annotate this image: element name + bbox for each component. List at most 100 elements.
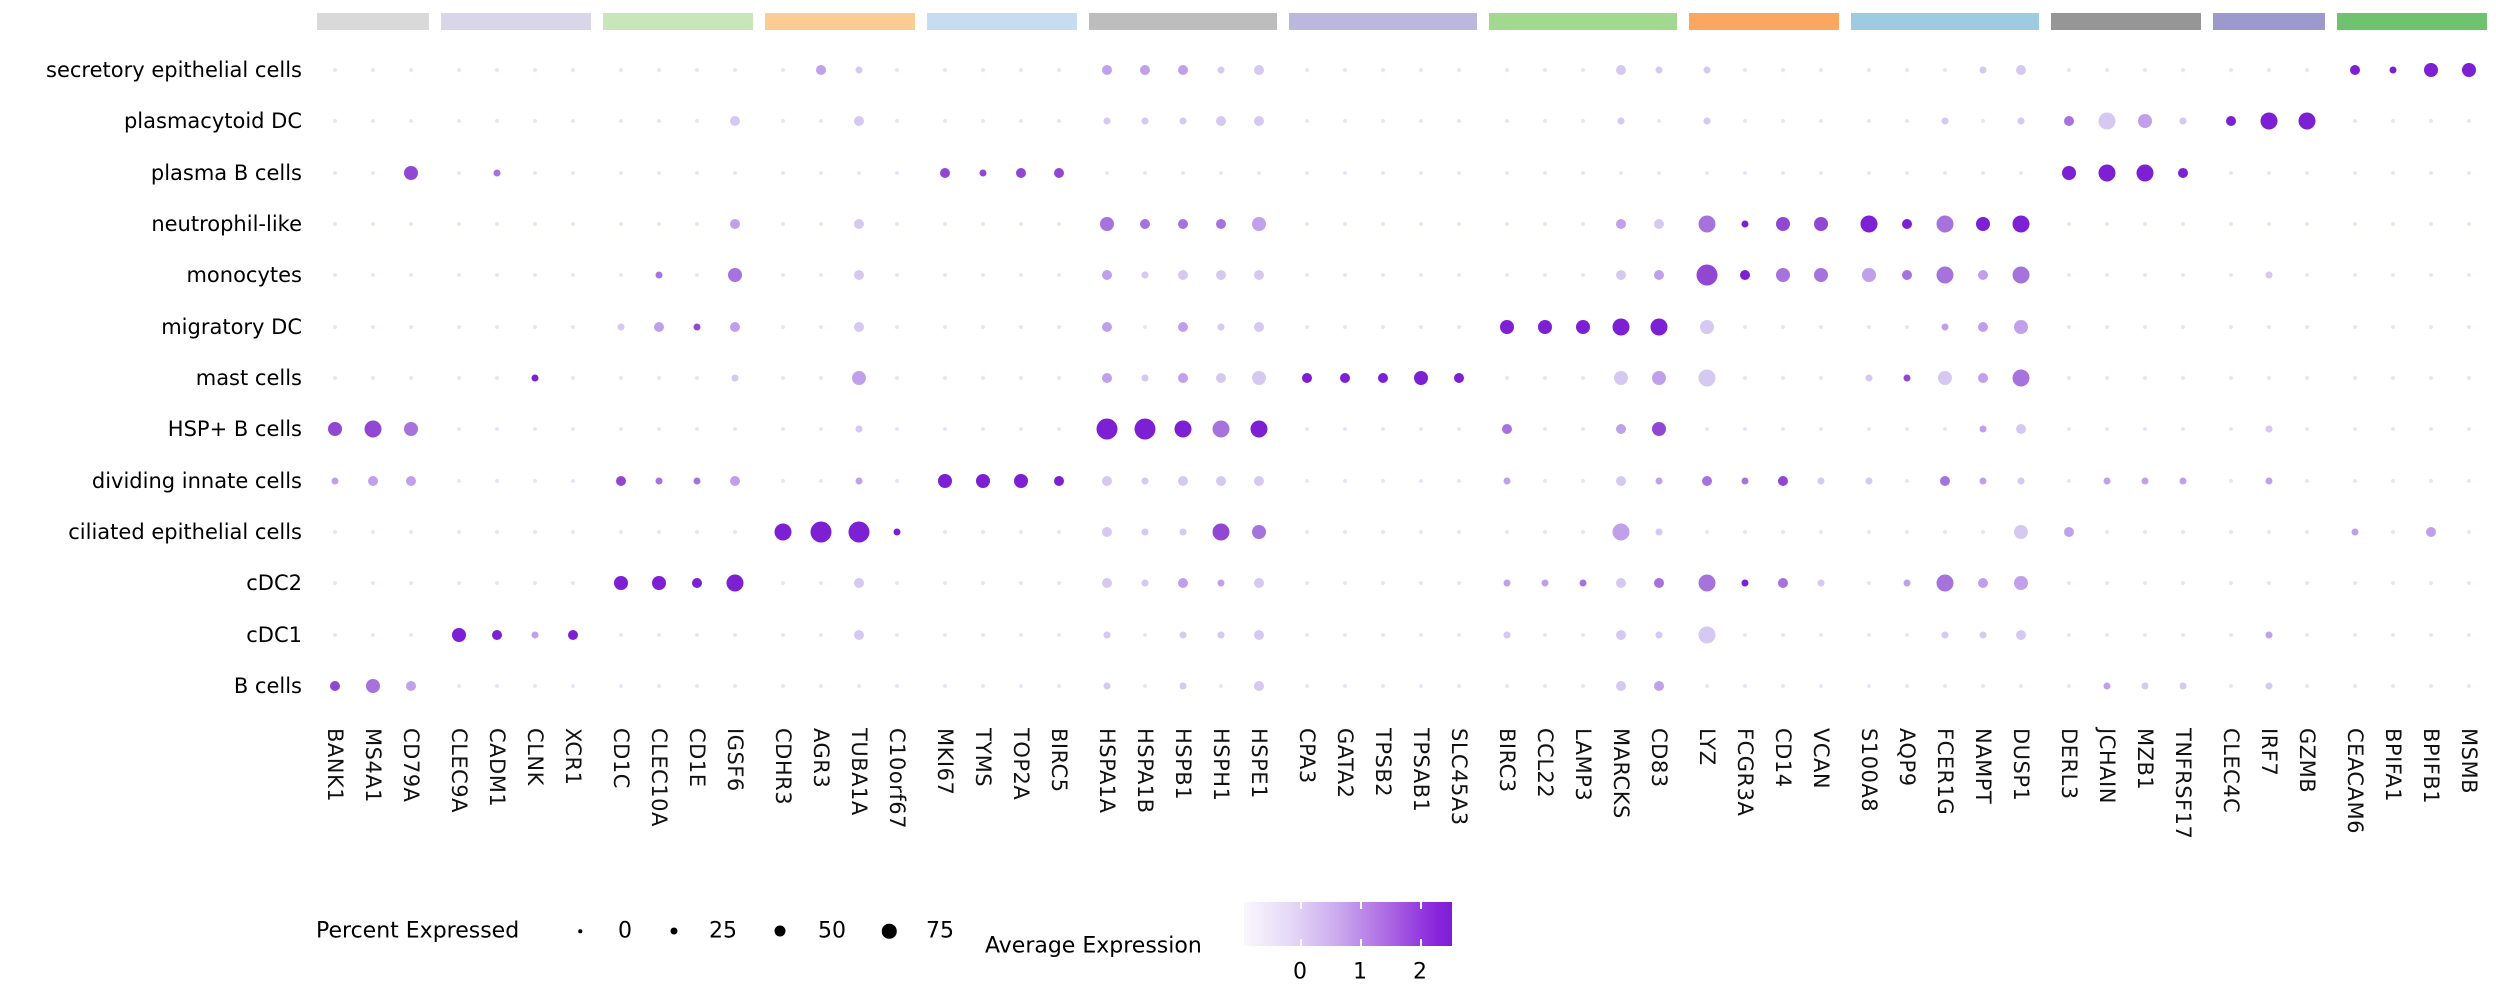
expression-dot xyxy=(571,581,575,586)
expression-dot xyxy=(331,477,339,485)
gene-group-bar xyxy=(1689,13,1839,30)
expression-dot xyxy=(533,581,537,586)
expression-dot xyxy=(371,529,375,534)
expression-dot xyxy=(2103,682,2111,690)
expression-dot xyxy=(1305,529,1309,534)
expression-dot xyxy=(1019,221,1023,226)
expression-dot xyxy=(531,374,539,382)
expression-dot xyxy=(495,427,499,432)
expression-dot xyxy=(1905,529,1909,534)
expression-dot xyxy=(781,683,785,688)
expression-dot xyxy=(457,119,461,124)
expression-dot xyxy=(1865,374,1873,382)
expression-dot xyxy=(1057,632,1061,637)
expression-dot xyxy=(695,273,699,278)
expression-dot xyxy=(2353,427,2357,432)
expression-dot xyxy=(333,375,337,380)
expression-dot xyxy=(1703,117,1711,125)
expression-dot xyxy=(1212,523,1230,541)
expression-dot xyxy=(1905,170,1909,175)
expression-dot xyxy=(2305,273,2309,278)
expression-dot xyxy=(1581,478,1585,483)
expression-dot xyxy=(2136,164,2154,182)
cell-type-label: migratory DC xyxy=(161,314,302,339)
expression-dot xyxy=(2229,581,2233,586)
expression-dot xyxy=(2181,273,2185,278)
expression-dot xyxy=(774,523,792,541)
cell-type-label: neutrophil-like xyxy=(151,211,302,236)
expression-dot xyxy=(2467,273,2471,278)
expression-dot xyxy=(1743,375,1747,380)
expression-dot xyxy=(2265,682,2273,690)
expression-dot xyxy=(457,683,461,688)
expression-dot xyxy=(2067,68,2071,72)
expression-dot xyxy=(1743,119,1747,124)
gene-label: SLC45A3 xyxy=(1447,728,1471,826)
expression-dot xyxy=(533,119,537,124)
expression-dot xyxy=(2229,221,2233,226)
gene-group-bar xyxy=(2337,13,2487,30)
expression-dot xyxy=(2226,116,2236,127)
percent-legend-value: 25 xyxy=(709,918,737,944)
expression-dot xyxy=(2229,273,2233,278)
expression-dot xyxy=(328,422,342,437)
expression-dot xyxy=(2353,581,2357,586)
expression-dot xyxy=(1019,68,1023,72)
expression-dot xyxy=(457,324,461,329)
gene-label: CEACAM6 xyxy=(2343,728,2367,834)
expression-dot xyxy=(2067,632,2071,637)
expression-dot xyxy=(371,581,375,586)
expression-dot xyxy=(854,116,864,127)
expression-dot xyxy=(495,273,499,278)
expression-dot xyxy=(1454,372,1464,383)
cell-type-label: cDC1 xyxy=(246,622,302,647)
expression-dot xyxy=(571,273,575,278)
expression-dot xyxy=(2141,682,2149,690)
cell-type-label: monocytes xyxy=(186,263,302,288)
gene-label: MZB1 xyxy=(2133,728,2157,791)
expression-dot xyxy=(1219,170,1223,175)
gradient-tick-mark xyxy=(1300,939,1302,946)
expression-dot xyxy=(981,375,985,380)
expression-dot xyxy=(409,581,413,586)
expression-dot xyxy=(533,683,537,688)
gene-group-bar xyxy=(1089,13,1277,30)
expression-dot xyxy=(1778,475,1788,486)
expression-dot xyxy=(695,375,699,380)
expression-dot xyxy=(1581,119,1585,124)
expression-dot xyxy=(1178,578,1188,589)
expression-dot xyxy=(2467,119,2471,124)
expression-dot xyxy=(1019,581,1023,586)
expression-dot xyxy=(371,170,375,175)
expression-dot xyxy=(695,427,699,432)
gene-label: CD1E xyxy=(685,728,709,788)
expression-dot xyxy=(1943,68,1947,72)
expression-dot xyxy=(943,529,947,534)
expression-dot xyxy=(1814,216,1828,231)
expression-dot xyxy=(1616,270,1626,281)
gradient-tick-mark xyxy=(1360,939,1362,946)
expression-dot xyxy=(1781,375,1785,380)
expression-dot xyxy=(2391,119,2395,124)
expression-dot xyxy=(1819,375,1823,380)
expression-dot xyxy=(371,221,375,226)
expression-dot xyxy=(1502,424,1512,435)
expression-dot xyxy=(733,427,737,432)
gene-group-bar xyxy=(765,13,915,30)
expression-dot xyxy=(1179,528,1187,536)
expression-dot xyxy=(655,271,663,279)
expression-dot xyxy=(1503,579,1511,587)
expression-dot xyxy=(1381,221,1385,226)
expression-dot xyxy=(2467,683,2471,688)
expression-dot xyxy=(733,632,737,637)
expression-dot xyxy=(495,119,499,124)
expression-dot xyxy=(1143,324,1147,329)
expression-dot xyxy=(895,170,899,175)
expression-dot xyxy=(1902,270,1912,281)
expression-dot xyxy=(2353,478,2357,483)
expression-dot xyxy=(1254,270,1264,281)
expression-dot xyxy=(2067,581,2071,586)
expression-dot xyxy=(1419,581,1423,586)
expression-dot xyxy=(2105,427,2109,432)
expression-dot xyxy=(1141,117,1149,125)
